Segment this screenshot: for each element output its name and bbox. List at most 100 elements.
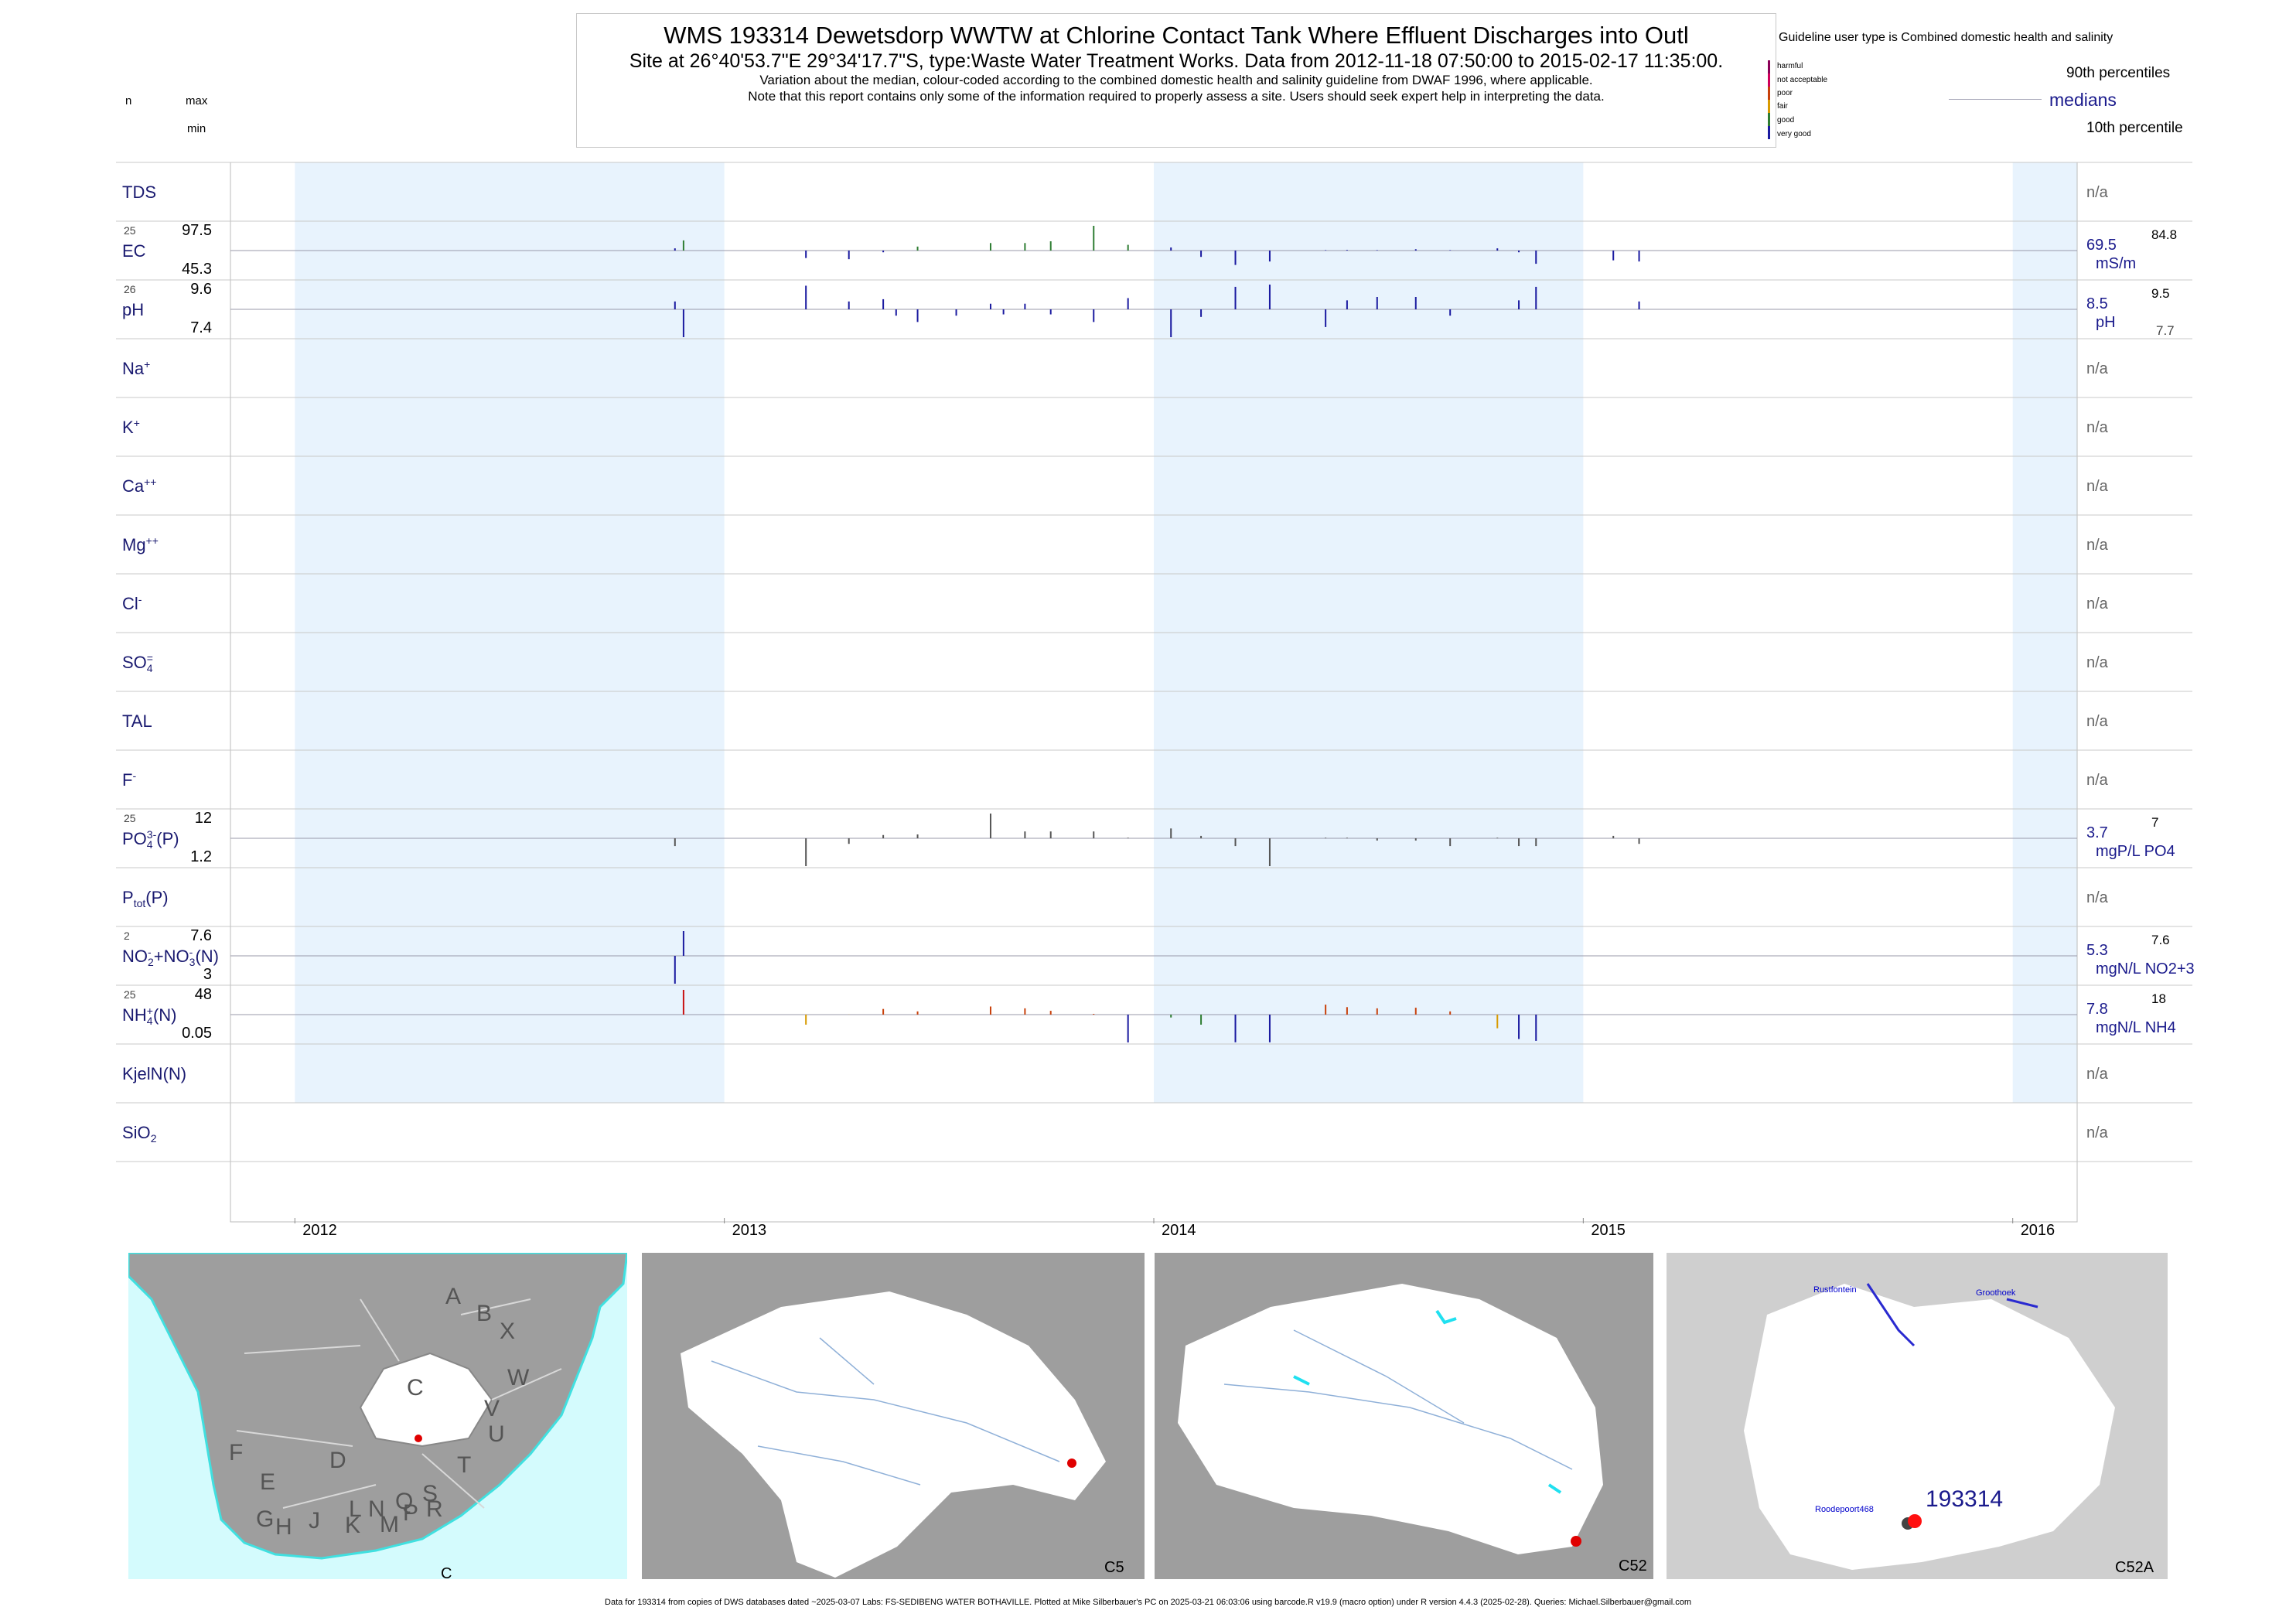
n-count-no2: 2 xyxy=(124,930,130,942)
variation-note: Variation about the median, colour-coded… xyxy=(759,73,1593,87)
map3-label: C52 xyxy=(1619,1557,1647,1575)
region-letter-x: X xyxy=(500,1319,516,1344)
legend-label-good: good xyxy=(1777,116,1795,125)
min-value-po4: 1.2 xyxy=(190,848,212,865)
unit-ph: pH xyxy=(2096,314,2116,331)
place-roodepoort468: Roodepoort468 xyxy=(1815,1505,1874,1514)
region-letter-h: H xyxy=(275,1514,292,1540)
site-description: Site at 26°40'53.7"E 29°34'17.7"S, type:… xyxy=(629,50,1724,72)
status-na-kjeln-n-: n/a xyxy=(2086,1066,2108,1083)
status-na-so4: n/a xyxy=(2086,654,2108,671)
map-c52: C52 xyxy=(1155,1253,1653,1579)
row-label-k: K + xyxy=(122,417,140,437)
p90-value-ph: 9.5 xyxy=(2151,286,2170,301)
legend-label-fair: fair xyxy=(1777,102,1788,111)
legend-medians: medians xyxy=(2049,90,2117,110)
min-value-nh4: 0.05 xyxy=(182,1025,212,1042)
map1-label: C xyxy=(441,1565,452,1579)
p90-value-po4: 7 xyxy=(2151,815,2159,830)
region-letter-g: G xyxy=(256,1506,275,1532)
max-value-ph: 9.6 xyxy=(190,281,212,298)
year-label-2015: 2015 xyxy=(1591,1222,1626,1239)
year-label-2013: 2013 xyxy=(732,1222,767,1239)
legend-bar-harmful xyxy=(1768,60,1770,73)
p90-value-nh4: 18 xyxy=(2151,991,2166,1006)
row-label-no2: NO -2 +NO -3 (N) xyxy=(122,946,219,969)
region-letter-d: D xyxy=(329,1448,346,1473)
min-value-no2: 3 xyxy=(203,966,212,983)
p90-value-no2: 7.6 xyxy=(2151,933,2170,947)
row-label-tds: TDS xyxy=(122,183,156,202)
p10-value-ph: 7.7 xyxy=(2156,323,2175,338)
legend-label-not-acceptable: not acceptable xyxy=(1777,76,1828,84)
n-count-ph: 26 xyxy=(124,283,136,295)
barcode-chart xyxy=(116,162,2192,1223)
status-na-tds: n/a xyxy=(2086,184,2108,201)
status-na-tal: n/a xyxy=(2086,713,2108,730)
legend-label-very-good: very good xyxy=(1777,130,1811,138)
map2-label: C5 xyxy=(1104,1559,1124,1576)
max-value-no2: 7.6 xyxy=(190,927,212,944)
legend-bar-fair xyxy=(1768,100,1770,113)
row-label-po4: PO 3- 4 (P) xyxy=(122,828,179,851)
min-value-ph: 7.4 xyxy=(190,319,212,336)
region-letter-p: P xyxy=(403,1500,419,1526)
report-title: WMS 193314 Dewetsdorp WWTW at Chlorine C… xyxy=(664,22,1689,49)
row-label-ph: pH xyxy=(122,300,145,319)
status-na-sio2: n/a xyxy=(2086,1124,2108,1141)
year-label-2012: 2012 xyxy=(302,1222,337,1239)
row-label-kjeln-n-: KjelN(N) xyxy=(122,1064,187,1083)
max-value-po4: 12 xyxy=(194,810,212,827)
row-label-na: Na + xyxy=(122,358,151,378)
key-n: n xyxy=(125,94,132,107)
region-letter-f: F xyxy=(229,1440,244,1465)
legend-90th: 90th percentiles xyxy=(2066,65,2171,81)
region-letter-t: T xyxy=(457,1452,472,1478)
row-label-so4: SO = 4 xyxy=(122,652,153,675)
region-letter-q: Q xyxy=(395,1489,414,1514)
key-max: max xyxy=(186,94,208,107)
n-count-ec: 25 xyxy=(124,224,136,237)
region-letter-u: U xyxy=(488,1421,505,1447)
guideline-title: Guideline user type is Combined domestic… xyxy=(1779,31,2113,44)
median-value-po4: 3.7 xyxy=(2086,824,2108,841)
unit-nh4: mgN/L NH4 xyxy=(2096,1019,2176,1036)
region-letter-l: L xyxy=(349,1496,362,1522)
report-header: WMS 193314 Dewetsdorp WWTW at Chlorine C… xyxy=(576,13,1776,148)
region-letter-e: E xyxy=(260,1469,276,1495)
min-value-ec: 45.3 xyxy=(182,261,212,278)
row-label-tal: TAL xyxy=(122,711,152,731)
legend-10th: 10th percentile xyxy=(2086,120,2183,136)
n-count-nh4: 25 xyxy=(124,988,136,1001)
site-id-label: 193314 xyxy=(1926,1486,2004,1512)
year-label-2016: 2016 xyxy=(2020,1222,2055,1239)
legend-bar-good xyxy=(1768,113,1770,126)
n-count-po4: 25 xyxy=(124,812,136,824)
region-letter-j: J xyxy=(309,1508,320,1534)
row-label-nh4: NH +4 (N) xyxy=(122,1005,177,1028)
row-label-ptot: P tot (P) xyxy=(122,888,169,910)
median-value-nh4: 7.8 xyxy=(2086,1001,2108,1018)
legend-label-poor: poor xyxy=(1777,89,1793,97)
map4-label: C52A xyxy=(2115,1559,2154,1576)
median-value-no2: 5.3 xyxy=(2086,942,2108,959)
status-na-cl: n/a xyxy=(2086,595,2108,612)
region-letter-v: V xyxy=(484,1396,500,1421)
map-c5: C5 xyxy=(642,1253,1145,1579)
unit-ec: mS/m xyxy=(2096,255,2137,272)
expert-note: Note that this report contains only some… xyxy=(748,89,1605,104)
legend-median-line xyxy=(1949,99,2042,100)
unit-no2: mgN/L NO2+3 xyxy=(2096,960,2195,977)
map-c52a: Rustfontein Groothoek Roodepoort468 1933… xyxy=(1667,1253,2168,1579)
status-na-ptot: n/a xyxy=(2086,889,2108,906)
status-na-mg: n/a xyxy=(2086,537,2108,554)
footer-credits: Data for 193314 from copies of DWS datab… xyxy=(605,1598,1691,1607)
region-letter-c: C xyxy=(407,1375,424,1401)
region-letter-w: W xyxy=(507,1365,530,1390)
place-groothoek: Groothoek xyxy=(1976,1288,2016,1298)
status-na-k: n/a xyxy=(2086,419,2108,436)
region-letter-b: B xyxy=(476,1301,493,1326)
key-min: min xyxy=(187,122,206,135)
region-letter-r: R xyxy=(426,1496,443,1522)
